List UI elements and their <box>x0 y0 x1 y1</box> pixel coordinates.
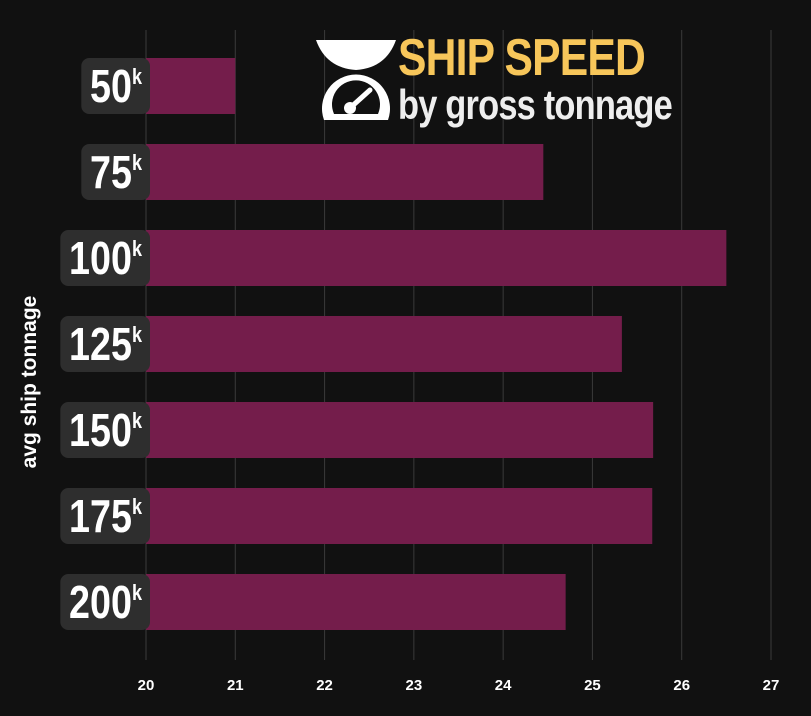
x-tick-label: 22 <box>316 677 333 694</box>
category-label-text: 150k <box>69 404 143 455</box>
category-label-box <box>60 488 150 544</box>
category-label-box <box>60 316 150 372</box>
category-label-text: 75k <box>90 146 143 197</box>
chart-title: SHIP SPEED <box>398 29 646 87</box>
bar <box>146 144 544 200</box>
x-tick-labels: 20 21 22 23 24 25 26 27 <box>138 677 780 694</box>
category-label: 200k <box>60 574 150 630</box>
bars <box>146 58 727 630</box>
category-label: 150k <box>60 402 150 458</box>
ship-speed-gauge-icon <box>316 40 396 120</box>
category-label-box <box>81 58 150 114</box>
category-label: 75k <box>81 144 150 200</box>
category-label-text: 125k <box>69 318 143 369</box>
chart-subtitle: by gross tonnage <box>398 81 673 128</box>
category-label-text: 50k <box>90 60 143 111</box>
bar <box>146 230 727 286</box>
y-axis-label: avg ship tonnage <box>18 295 41 469</box>
x-tick-label: 26 <box>673 677 690 694</box>
category-label-box <box>60 574 150 630</box>
x-tick-label: 24 <box>495 677 512 694</box>
category-label-text: 200k <box>69 576 143 627</box>
x-tick-label: 20 <box>138 677 155 694</box>
category-label-box <box>60 402 150 458</box>
x-tick-label: 23 <box>406 677 423 694</box>
category-label: 125k <box>60 316 150 372</box>
x-tick-label: 25 <box>584 677 601 694</box>
category-label-text: 175k <box>69 490 143 541</box>
bar <box>146 316 622 372</box>
bar <box>146 58 236 114</box>
x-tick-label: 27 <box>763 677 780 694</box>
bar <box>146 402 654 458</box>
bar <box>146 574 566 630</box>
category-label-text: 100k <box>69 232 143 283</box>
bar <box>146 488 653 544</box>
x-tick-label: 21 <box>227 677 244 694</box>
category-label-box <box>81 144 150 200</box>
category-label-box <box>60 230 150 286</box>
category-label: 100k <box>60 230 150 286</box>
category-label: 175k <box>60 488 150 544</box>
category-label: 50k <box>81 58 150 114</box>
category-labels: 50k 75k 100k 125k 150k 175k 200k <box>60 58 150 630</box>
